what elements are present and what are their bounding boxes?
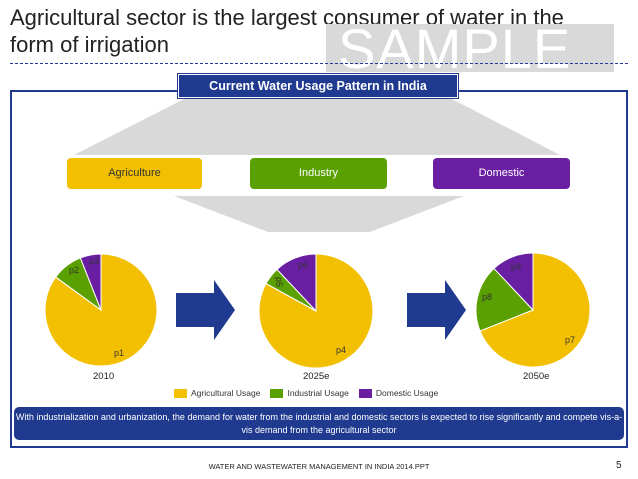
legend-swatch — [174, 388, 187, 398]
pie-title-2050e: 2050e — [523, 371, 550, 382]
pie-slice-domestic-usage — [276, 253, 317, 313]
legend-label: Industrial Usage — [287, 388, 349, 398]
watermark-text: SAMPLE — [338, 17, 572, 80]
legend-label: Agricultural Usage — [191, 388, 261, 398]
funnel-bottom — [174, 196, 464, 232]
pie-slice-label: p4 — [336, 345, 347, 355]
chart-legend: Agricultural Usage Industrial Usage Dome… — [174, 386, 448, 400]
page-number: 5 — [616, 460, 622, 471]
funnel-top — [74, 98, 560, 155]
summary-note: With industrialization and urbanization,… — [14, 407, 624, 440]
category-agriculture: Agriculture — [67, 158, 202, 189]
pie-slice-label: p2 — [69, 265, 80, 275]
legend-item: Agricultural Usage — [174, 388, 260, 398]
legend-swatch — [270, 388, 284, 398]
pie-slice-label: p6 — [298, 260, 309, 270]
watermark-background — [326, 24, 614, 72]
category-domestic: Domestic — [433, 158, 570, 189]
right-arrow-icon — [176, 280, 235, 340]
pie-slice-agricultural-usage — [479, 252, 591, 368]
right-arrow-icon — [407, 280, 466, 340]
pie-slice-domestic-usage — [493, 252, 534, 312]
legend-item: Domestic Usage — [358, 388, 439, 398]
pie-slice-label: p5 — [274, 276, 285, 288]
pie-slice-label: p8 — [482, 292, 493, 302]
pie-slice-label: p7 — [565, 335, 576, 345]
pie-title-2010: 2010 — [93, 371, 115, 382]
legend-item: Industrial Usage — [270, 388, 349, 398]
pie-slice-label: p9 — [511, 262, 522, 272]
legend-swatch — [358, 388, 372, 398]
slide-title: Agricultural sector is the largest consu… — [10, 5, 564, 57]
pie-title-2025e: 2025e — [303, 371, 330, 382]
title-divider — [10, 63, 628, 64]
pie-slice-label: p1 — [114, 348, 125, 358]
pie-slice-domestic-usage — [79, 253, 102, 311]
legend-label: Domestic Usage — [375, 388, 439, 398]
category-industry: Industry — [250, 158, 387, 189]
section-banner: Current Water Usage Pattern in India — [177, 73, 459, 99]
footer-text: WATER AND WASTEWATER MANAGEMENT IN INDIA… — [208, 462, 430, 471]
pie-slice-industrial-usage — [475, 267, 534, 332]
pie-slice-label: p3 — [89, 256, 100, 266]
